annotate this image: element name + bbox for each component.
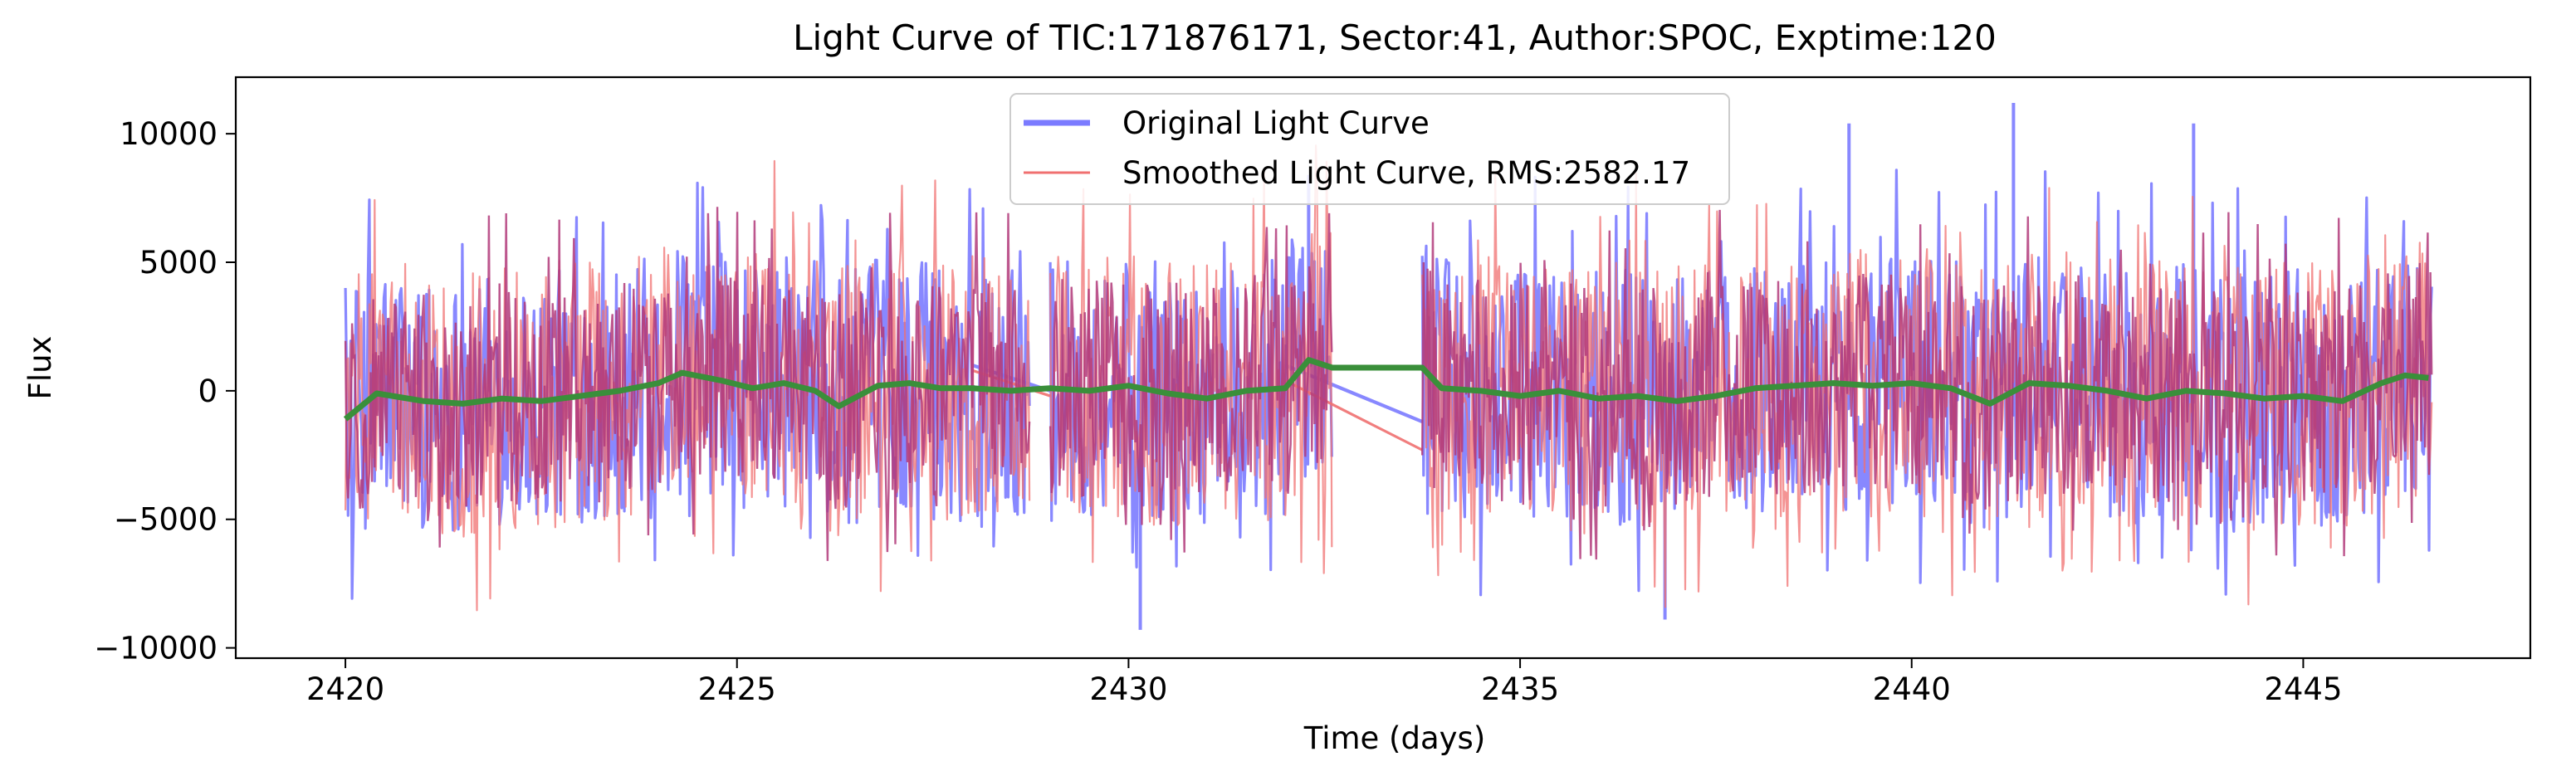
legend-label-smoothed: Smoothed Light Curve, RMS:2582.17 [1122, 155, 1690, 191]
series-gap-connector [1284, 379, 1423, 452]
x-tick-label: 2440 [1873, 671, 1951, 707]
legend-box [1009, 93, 1730, 205]
y-tick-label: 5000 [139, 245, 218, 281]
x-tick-label: 2430 [1089, 671, 1167, 707]
trend-line [343, 357, 2429, 422]
x-tick-label: 2425 [698, 671, 776, 707]
x-axis-label: Time (days) [1303, 720, 1486, 756]
chart-title: Light Curve of TIC:171876171, Sector:41,… [793, 17, 1997, 58]
y-axis-label: Flux [22, 336, 58, 400]
y-tick-label: −10000 [94, 631, 218, 666]
x-tick-label: 2445 [2264, 671, 2342, 707]
y-axis: −10000 −5000 0 5000 10000 [94, 116, 236, 666]
legend: Original Light Curve Smoothed Light Curv… [1009, 93, 1730, 205]
series-trend-line [343, 357, 2429, 422]
x-tick-label: 2435 [1481, 671, 1559, 707]
y-tick-label: −5000 [114, 502, 218, 538]
y-tick-label: 10000 [120, 116, 218, 152]
x-axis: 2420 2425 2430 2435 2440 2445 [306, 658, 2343, 707]
x-tick-label: 2420 [306, 671, 384, 707]
series-smoothed-light-curve [344, 144, 2433, 612]
plot-area [343, 102, 2433, 630]
y-tick-label: 0 [198, 373, 218, 409]
legend-label-original: Original Light Curve [1122, 105, 1430, 141]
plot-frame [234, 76, 2532, 660]
